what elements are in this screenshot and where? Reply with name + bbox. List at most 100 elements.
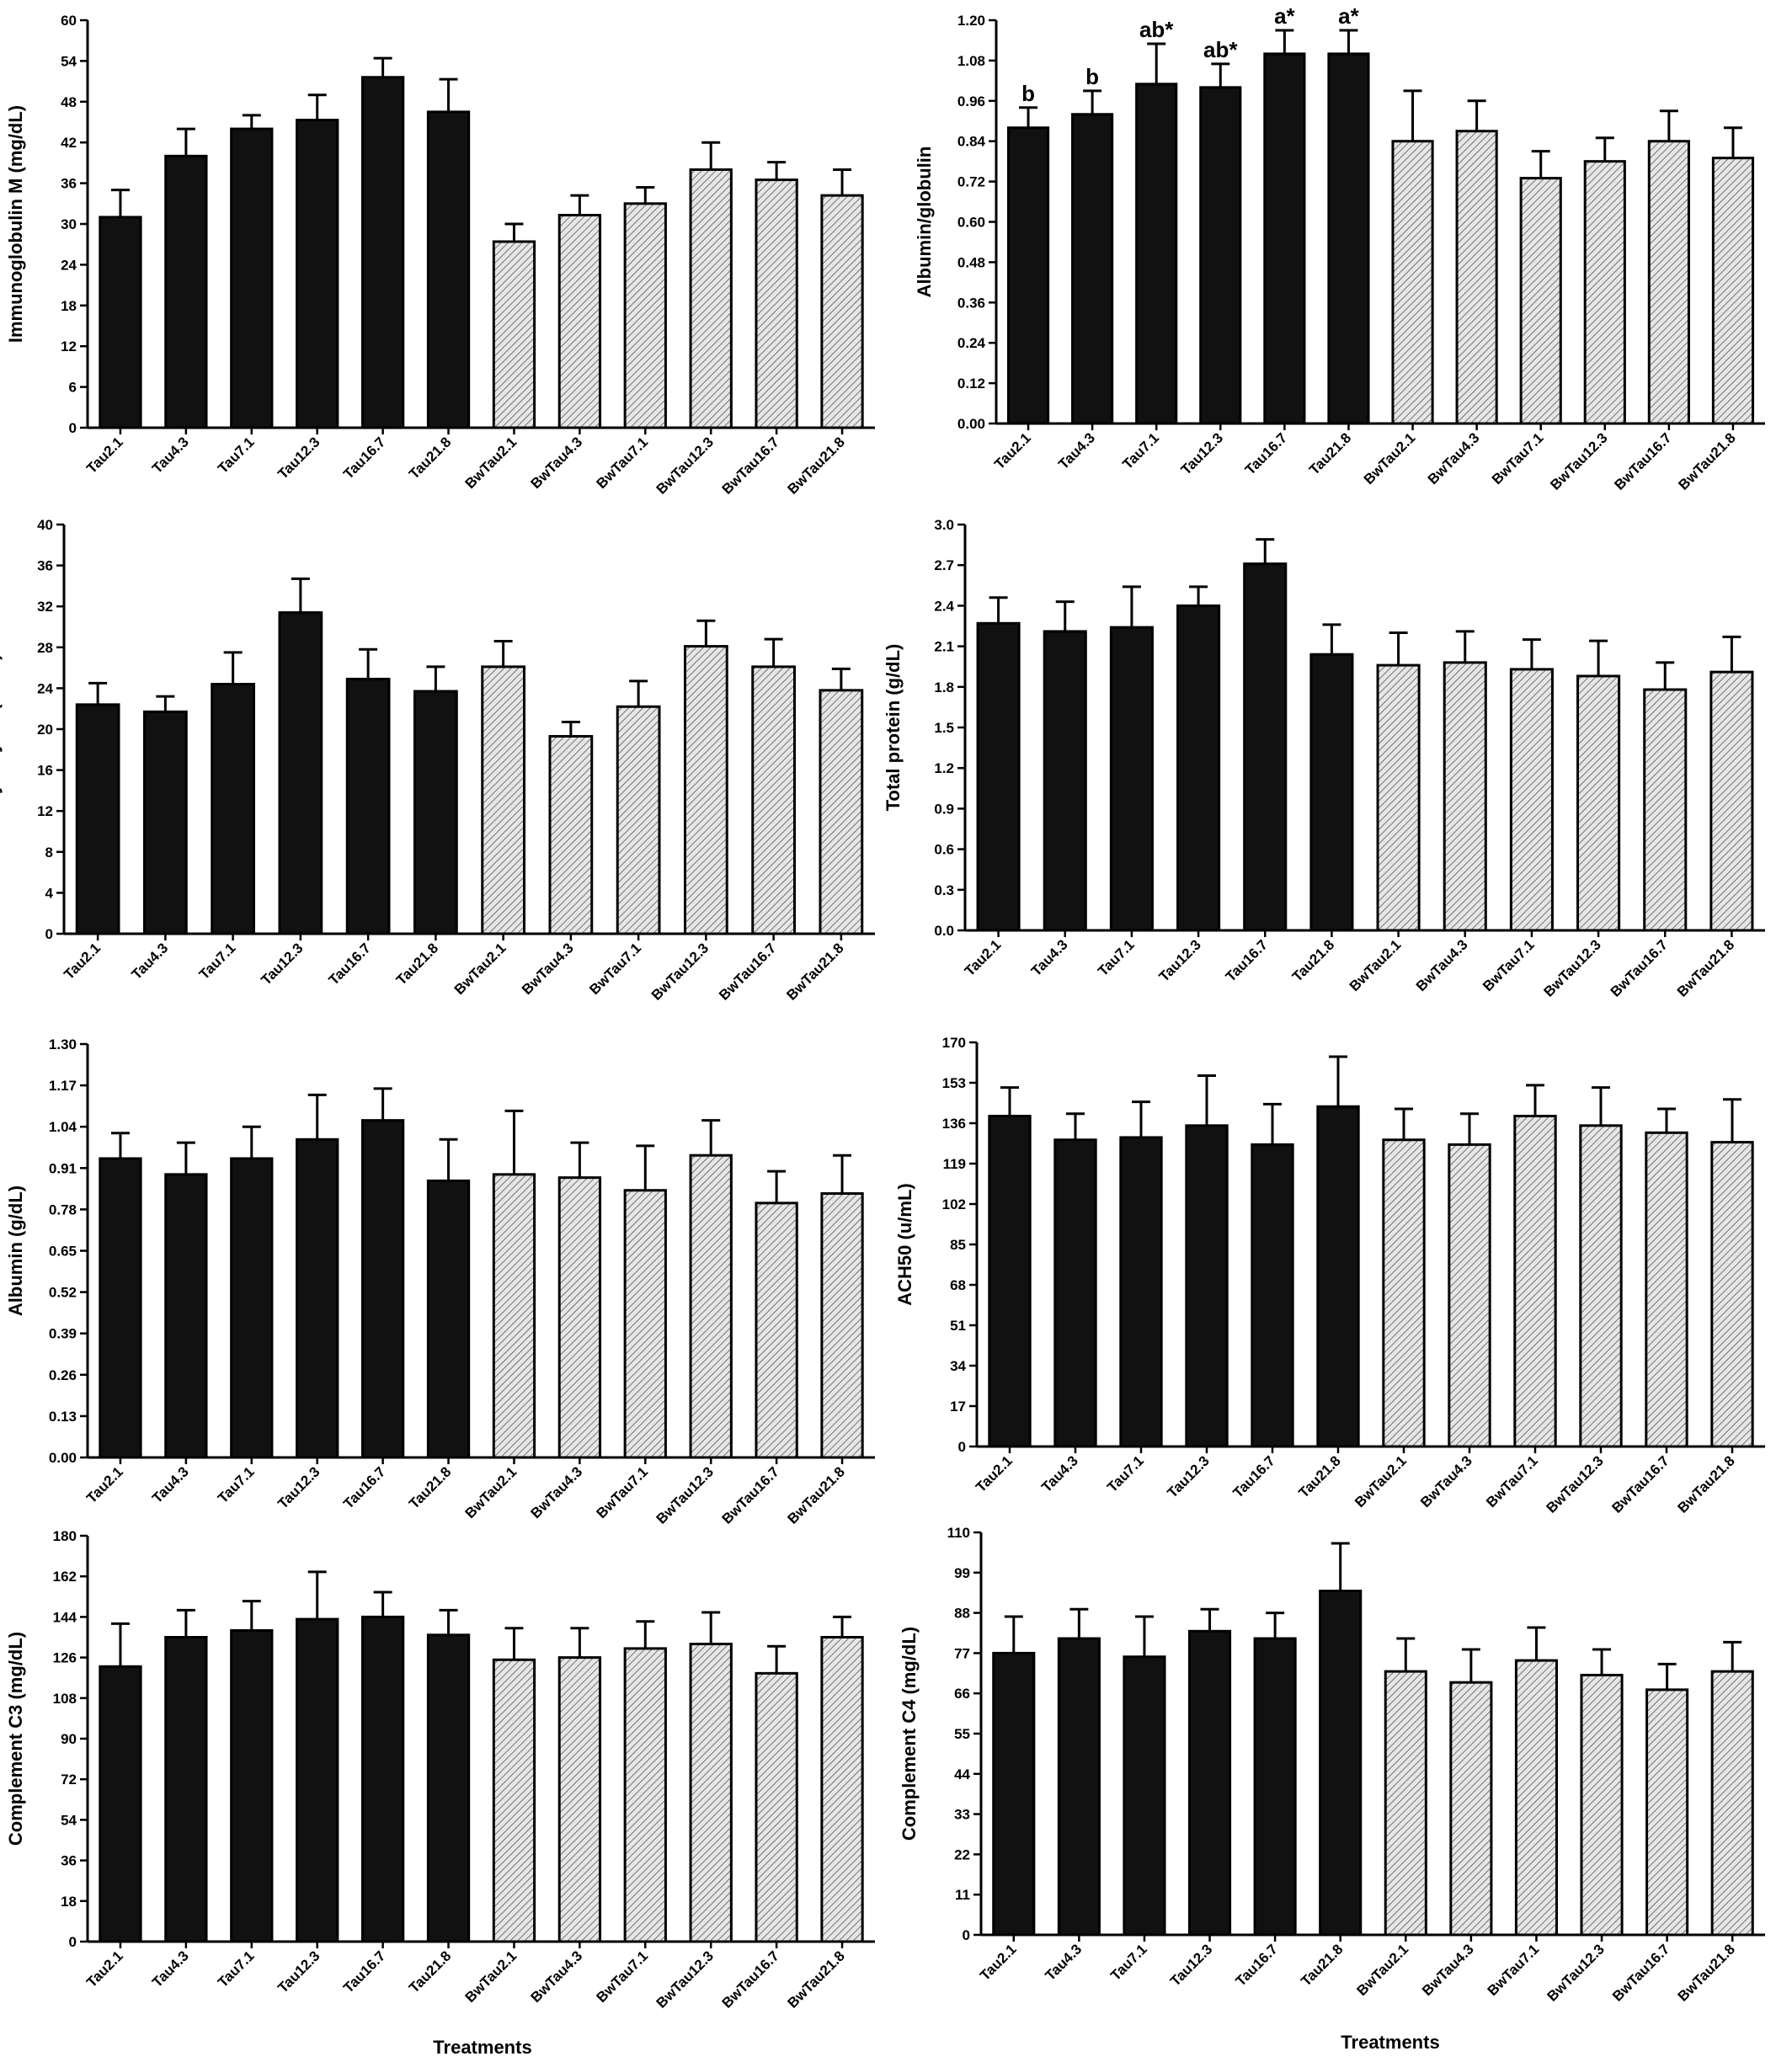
x-category-label: BwTau21.8 xyxy=(1675,429,1738,493)
y-axis-title: Lysozyme (u/mL) xyxy=(0,654,3,805)
y-tick-label: 34 xyxy=(950,1358,966,1374)
bar-tau2-1 xyxy=(99,1157,142,1459)
x-category-label: BwTau4.3 xyxy=(528,1463,586,1521)
bar-bwtau7-1 xyxy=(1509,668,1554,932)
bar-bwtau21-8 xyxy=(1711,157,1755,425)
x-category-label: Tau7.1 xyxy=(196,940,239,983)
bar-tau7-1 xyxy=(230,1628,274,1943)
bar-tau2-1 xyxy=(988,1115,1032,1448)
y-tick-label: 11 xyxy=(955,1887,970,1903)
x-category-label: BwTau2.1 xyxy=(451,940,509,998)
y-tick-label: 44 xyxy=(954,1766,970,1782)
bar-tau4-3 xyxy=(1057,1637,1101,1937)
y-tick-label: 0.72 xyxy=(957,174,985,190)
bar-tau2-1 xyxy=(976,621,1021,932)
bar-bwtau7-1 xyxy=(1519,177,1562,425)
x-category-label: BwTau7.1 xyxy=(1485,1941,1543,1999)
bar-tau2-1 xyxy=(992,1651,1036,1937)
y-tick-label: 1.8 xyxy=(934,679,954,695)
y-tick-label: 1.04 xyxy=(49,1119,77,1135)
x-category-label: Tau4.3 xyxy=(149,1947,192,1990)
y-tick-label: 0.60 xyxy=(957,215,985,231)
x-category-label: Tau12.3 xyxy=(258,940,306,988)
bar-tau12-3 xyxy=(278,610,323,935)
x-category-label: Tau7.1 xyxy=(215,1463,258,1506)
bar-tau4-3 xyxy=(164,1636,208,1943)
y-tick-label: 0.65 xyxy=(49,1244,77,1260)
x-category-label: Tau21.8 xyxy=(1306,429,1354,477)
y-tick-label: 0.91 xyxy=(49,1160,77,1176)
x-category-label: BwTau16.7 xyxy=(1609,1941,1672,2004)
bar-bwtau21-8 xyxy=(820,194,864,429)
x-category-label: BwTau4.3 xyxy=(528,434,586,492)
x-category-label: Tau16.7 xyxy=(326,940,374,988)
x-category-label: Tau2.1 xyxy=(973,1452,1016,1495)
y-tick-label: 1.5 xyxy=(934,720,954,736)
x-category-label: BwTau21.8 xyxy=(1674,936,1737,999)
y-tick-label: 60 xyxy=(61,13,77,29)
y-tick-label: 0 xyxy=(958,1439,966,1455)
x-category-label: Tau7.1 xyxy=(1119,429,1162,472)
y-tick-label: 17 xyxy=(950,1399,966,1415)
x-category-label: BwTau4.3 xyxy=(528,1947,586,2006)
bar-tau12-3 xyxy=(296,1617,339,1943)
x-category-label: Tau4.3 xyxy=(1055,429,1098,472)
bar-bwtau16-7 xyxy=(1645,1131,1688,1448)
x-category-label: Tau12.3 xyxy=(1167,1941,1215,1989)
x-category-label: Tau2.1 xyxy=(991,429,1034,472)
x-category-label: Tau2.1 xyxy=(962,936,1005,979)
bar-bwtau7-1 xyxy=(623,202,667,429)
x-category-label: Tau21.8 xyxy=(1289,936,1337,984)
x-category-label: BwTau4.3 xyxy=(1413,936,1471,994)
panel-complement-c4: 0 11 22 33 44 55 66 77 88 99 110 Complement C4 (mg/… xyxy=(899,1525,1765,2005)
bar-bwtau21-8 xyxy=(1709,670,1754,932)
y-tick-label: 119 xyxy=(943,1156,966,1172)
y-tick-label: 1.08 xyxy=(957,53,985,69)
y-tick-label: 0.0 xyxy=(934,923,954,939)
bar-bwtau16-7 xyxy=(1645,1688,1689,1937)
significance-label: ab* xyxy=(1139,17,1174,42)
bar-bwtau2-1 xyxy=(1376,663,1421,932)
bar-bwtau12-3 xyxy=(1583,160,1626,425)
y-tick-label: 20 xyxy=(37,722,53,738)
y-tick-label: 32 xyxy=(37,599,53,615)
y-tick-label: 24 xyxy=(37,680,53,696)
x-category-label: BwTau2.1 xyxy=(1352,1452,1410,1511)
bar-bwtau4-3 xyxy=(1443,661,1487,932)
bar-tau16-7 xyxy=(1263,52,1306,425)
y-tick-label: 33 xyxy=(954,1807,970,1823)
bar-tau21-8 xyxy=(1327,52,1370,425)
bar-tau12-3 xyxy=(296,1138,339,1459)
panel-ach50: 0 17 34 51 68 85 102 119 136 153 170 ACH50 (u/mL) Ta… xyxy=(894,1035,1765,1516)
bar-bwtau16-7 xyxy=(755,178,798,429)
y-tick-label: 3.0 xyxy=(934,517,954,533)
x-category-label: Tau4.3 xyxy=(149,434,192,477)
x-category-label: BwTau7.1 xyxy=(1483,1452,1541,1511)
x-category-label: Tau2.1 xyxy=(83,1947,126,1990)
x-category-label: BwTau2.1 xyxy=(462,1947,520,2006)
y-tick-label: 22 xyxy=(954,1846,970,1862)
y-tick-label: 0.13 xyxy=(49,1409,77,1425)
y-tick-label: 108 xyxy=(53,1691,77,1707)
bar-bwtau12-3 xyxy=(1576,674,1621,932)
x-category-label: Tau2.1 xyxy=(83,434,126,477)
x-category-label: Tau7.1 xyxy=(1104,1452,1147,1495)
y-tick-label: 36 xyxy=(61,1853,77,1869)
bar-tau7-1 xyxy=(211,683,256,935)
y-tick-label: 180 xyxy=(53,1528,77,1544)
bar-tau21-8 xyxy=(413,690,458,935)
bar-bwtau21-8 xyxy=(820,1192,864,1459)
x-axis-title-right: Treatments xyxy=(1341,2032,1439,2053)
x-category-label: BwTau16.7 xyxy=(719,434,782,497)
y-tick-label: 0.9 xyxy=(934,801,954,817)
x-category-label: Tau4.3 xyxy=(1038,1452,1081,1495)
y-tick-label: 2.4 xyxy=(934,598,954,614)
bar-bwtau4-3 xyxy=(1449,1681,1493,1937)
bar-bwtau2-1 xyxy=(492,240,536,429)
bar-bwtau4-3 xyxy=(557,214,602,429)
bar-tau12-3 xyxy=(296,119,339,429)
bar-tau4-3 xyxy=(1071,113,1114,425)
x-category-label: BwTau7.1 xyxy=(593,1463,651,1521)
y-tick-label: 24 xyxy=(61,257,77,273)
y-tick-label: 162 xyxy=(53,1569,77,1585)
